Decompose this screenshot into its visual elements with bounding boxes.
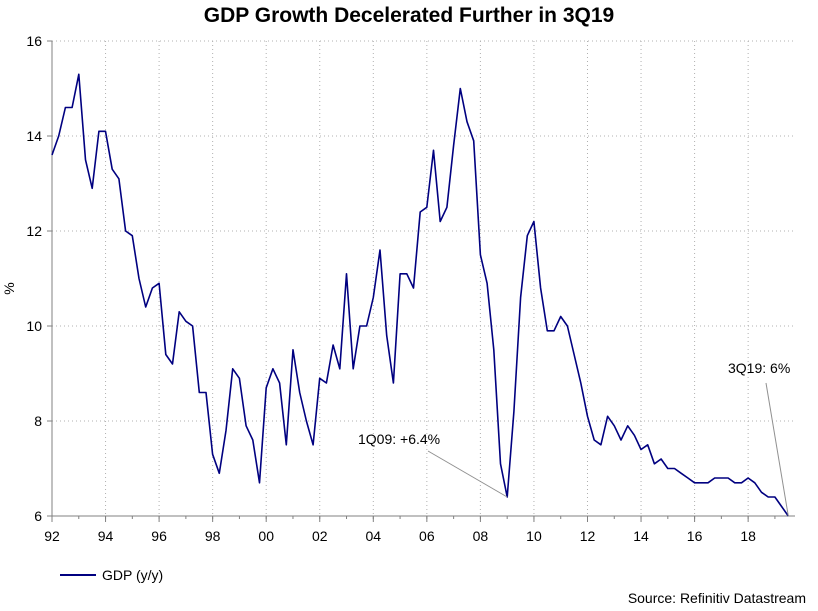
series-line-gdp xyxy=(51,73,789,517)
y-axis-label: % xyxy=(1,282,17,294)
axes: 6 8 10 12 14 16 92 94 96 98 00 02 04 06 08 10 12 14 16 18% xyxy=(1,33,795,544)
x-tick-label: 92 xyxy=(44,528,60,544)
x-tick-label: 00 xyxy=(258,528,274,544)
x-tick-label: 96 xyxy=(151,528,167,544)
legend: GDP (y/y) xyxy=(60,567,163,583)
x-tick-label: 02 xyxy=(312,528,328,544)
annotation-leader xyxy=(427,450,508,498)
y-tick-label: 16 xyxy=(26,33,42,49)
annotations: 1Q09: +6.4% 3Q19: 6% xyxy=(358,360,790,517)
chart-title: GDP Growth Decelerated Further in 3Q19 xyxy=(203,4,615,27)
y-tick-label: 12 xyxy=(26,223,42,239)
annotation-label: 1Q09: +6.4% xyxy=(358,431,440,447)
annotation-leader xyxy=(765,382,789,517)
x-tick-label: 08 xyxy=(473,528,489,544)
x-tick-label: 06 xyxy=(419,528,435,544)
x-tick-label: 14 xyxy=(633,528,649,544)
legend-label: GDP (y/y) xyxy=(102,567,164,583)
series-group xyxy=(51,73,789,517)
y-tick-label: 10 xyxy=(26,318,42,334)
y-tick-label: 14 xyxy=(26,128,42,144)
legend-swatch xyxy=(60,574,96,576)
x-tick-label: 94 xyxy=(98,528,114,544)
x-tick-label: 10 xyxy=(526,528,542,544)
y-tick-label: 8 xyxy=(34,413,42,429)
x-tick-label: 18 xyxy=(740,528,756,544)
x-tick-label: 12 xyxy=(580,528,596,544)
annotation-label: 3Q19: 6% xyxy=(728,360,790,376)
x-tick-label: 98 xyxy=(205,528,221,544)
y-tick-label: 6 xyxy=(34,508,42,524)
x-tick-label: 04 xyxy=(366,528,382,544)
x-tick-label: 16 xyxy=(687,528,703,544)
source-note: Source: Refinitiv Datastream xyxy=(627,590,806,606)
